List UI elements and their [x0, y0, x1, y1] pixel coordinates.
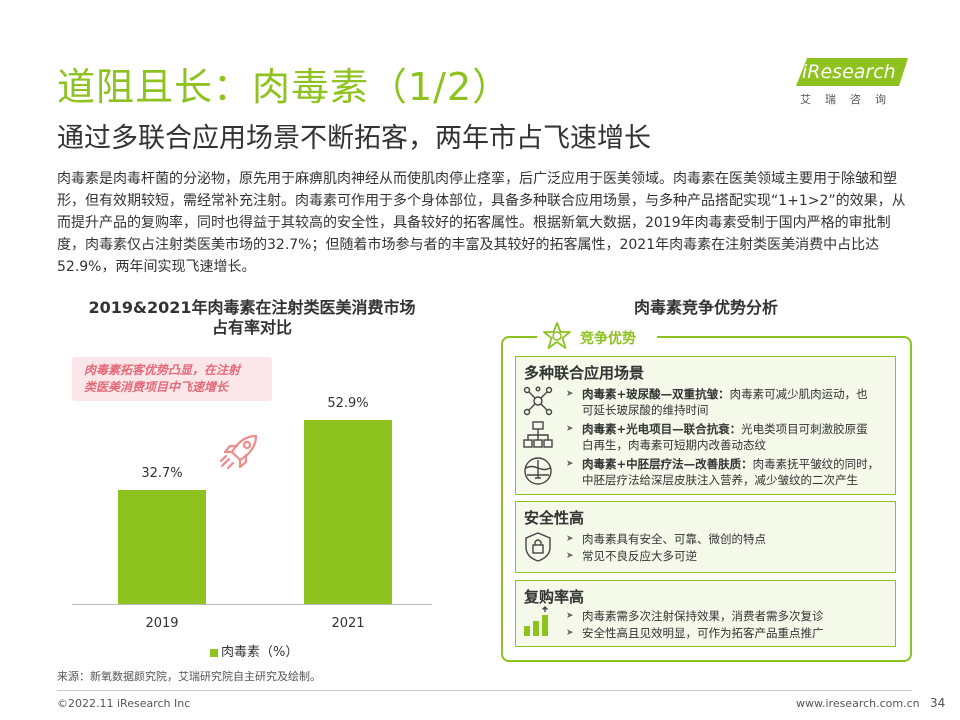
website-url: www.iresearch.com.cn	[796, 697, 920, 710]
iresearch-logo: iResearch 艾瑞咨询	[796, 58, 916, 108]
card-safety: 安全性高 ➤ 肉毒素具有安全、可靠、微创的特点 ➤ 常见不良反应大多可逆	[515, 501, 896, 573]
repurchase-item-2: ➤ 安全性高且见效明显，可作为拓客产品重点推广	[566, 626, 824, 640]
copyright: ©2022.11 iResearch Inc	[57, 697, 191, 710]
org-chart-icon	[523, 421, 553, 448]
callout-box: 肉毒素拓客优势凸显，在注射 类医美消费项目中飞速增长	[72, 357, 272, 401]
value-label-2021: 52.9%	[327, 395, 369, 411]
skin-layer-icon	[524, 457, 552, 485]
combo-item-2: ➤ 肉毒素+光电项目—联合抗衰：光电类项目可刺激胶原蛋 白再生，肉毒素可短期内改善…	[566, 422, 868, 452]
card-combined-scenarios: 多种联合应用场景 ➤ 肉毒素+玻尿酸—双重抗皱：肉毒素可减少肌肉运动，也 可延长玻…	[515, 356, 896, 495]
intro-paragraph: 肉毒素是肉毒杆菌的分泌物，原先用于麻痹肌肉神经从而使肌肉停止痉挛，后广泛应用于医…	[57, 171, 906, 275]
logo-text: iResearch	[802, 61, 896, 83]
legend-swatch	[210, 648, 218, 657]
card-title: 多种联合应用场景	[524, 364, 645, 382]
safety-item-2: ➤ 常见不良反应大多可逆	[566, 549, 697, 563]
x-axis-line	[72, 604, 432, 605]
x-tick-2021: 2021	[331, 616, 365, 631]
bar-2019	[118, 490, 206, 604]
growth-bars-icon	[524, 606, 548, 636]
analysis-frame	[501, 336, 912, 662]
page-number: 34	[930, 696, 946, 710]
star-badge-icon	[543, 322, 571, 349]
chart-legend: 肉毒素（%）	[210, 641, 298, 660]
logo-box	[796, 58, 908, 86]
x-tick-2019: 2019	[145, 616, 179, 631]
chart-title-line1: 2019&2021年肉毒素在注射类医美消费市场	[88, 298, 416, 317]
rocket-icon	[219, 434, 258, 470]
card-repurchase: 复购率高 ➤ 肉毒素需多次注射保持效果，消费者需多次复诊 ➤ 安全性高且见效明显，可…	[515, 580, 896, 647]
advantage-tag: 竞争优势	[580, 331, 636, 347]
card-title: 安全性高	[524, 509, 585, 527]
source-note: 来源：新氧数据颜究院，艾瑞研究院自主研究及绘制。	[57, 670, 321, 683]
callout-line1: 肉毒素拓客优势凸显，在注射	[84, 363, 241, 377]
footer-divider	[57, 690, 912, 691]
logo-subtext: 艾瑞咨询	[800, 93, 900, 106]
repurchase-item-1: ➤ 肉毒素需多次注射保持效果，消费者需多次复诊	[566, 609, 824, 623]
page-title: 道阻且长：肉毒素（1/2）	[57, 65, 512, 109]
analysis-title: 肉毒素竞争优势分析	[633, 298, 778, 317]
combo-item-1: ➤ 肉毒素+玻尿酸—双重抗皱：肉毒素可减少肌肉运动，也 可延长玻尿酸的维持时间	[566, 387, 868, 417]
safety-item-1: ➤ 肉毒素具有安全、可靠、微创的特点	[566, 532, 766, 546]
combo-item-3: ➤ 肉毒素+中胚层疗法—改善肤质：肉毒素抚平皱纹的同时， 中胚层疗法给深层皮肤注入…	[566, 457, 880, 487]
bar-2021	[304, 419, 392, 604]
card-title: 复购率高	[524, 588, 585, 606]
legend-label: 肉毒素（%）	[221, 645, 299, 660]
shield-lock-icon	[525, 532, 551, 562]
network-icon	[523, 386, 553, 416]
chart-title-line2: 占有率对比	[211, 318, 292, 337]
value-label-2019: 32.7%	[141, 466, 183, 482]
callout-line2: 类医美消费项目中飞速增长	[84, 380, 229, 394]
chart-title: 2019&2021年肉毒素在注射类医美消费市场 占有率对比	[60, 298, 444, 338]
page-subtitle: 通过多联合应用场景不断拓客，两年市占飞速增长	[57, 123, 651, 154]
